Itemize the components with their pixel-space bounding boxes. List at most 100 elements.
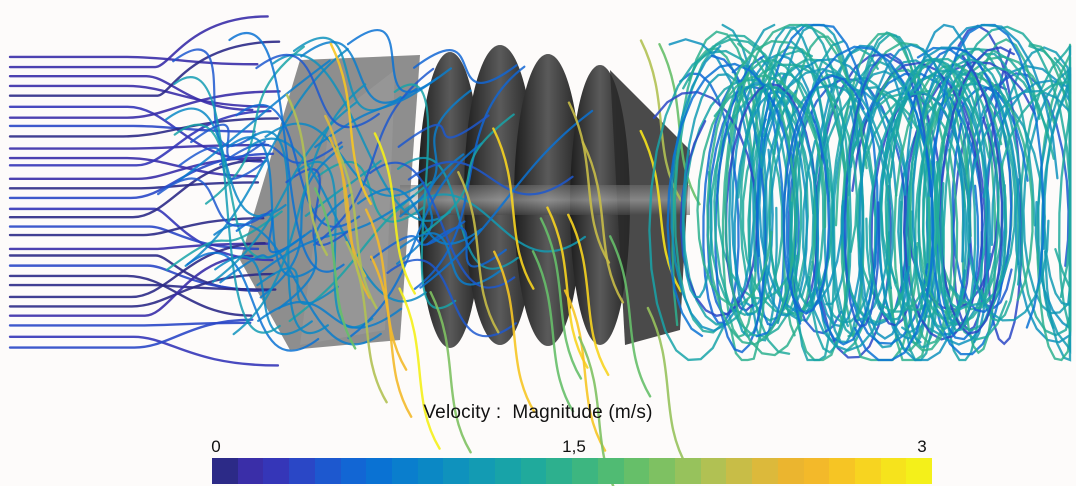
streamline	[397, 114, 490, 148]
colorbar-swatch	[546, 458, 573, 484]
colorbar-swatch	[649, 458, 675, 484]
streamline	[398, 287, 441, 450]
colorbar-swatch	[829, 458, 855, 484]
streamline	[889, 58, 977, 332]
streamline	[386, 258, 518, 338]
streamline	[393, 83, 457, 310]
streamline	[608, 235, 652, 398]
streamline	[790, 40, 845, 362]
colorbar-swatch	[906, 458, 933, 484]
colorbar-swatch	[520, 458, 547, 484]
colorbar-tick-max: 3	[917, 437, 927, 456]
streamlines	[8, 15, 1072, 486]
colorbar-swatch	[752, 458, 778, 484]
streamline	[8, 117, 279, 138]
streamline	[567, 101, 611, 264]
streamline	[493, 250, 536, 413]
streamline	[996, 80, 1072, 302]
colorbar-tick-mid: 1,5	[562, 437, 586, 456]
colorbar-swatch	[237, 458, 264, 484]
streamline	[724, 23, 868, 357]
streamline	[785, 45, 935, 362]
streamline	[232, 83, 367, 336]
streamline	[880, 57, 988, 311]
streamline	[8, 272, 275, 308]
streamline	[8, 109, 272, 167]
streamline	[177, 59, 331, 182]
streamline	[173, 123, 288, 259]
streamline	[8, 242, 266, 299]
streamline	[164, 107, 287, 218]
streamline	[917, 57, 1024, 331]
streamline	[679, 72, 740, 324]
colorbar-swatch	[366, 458, 393, 484]
streamline	[8, 84, 269, 108]
streamline	[682, 78, 815, 326]
streamline	[364, 208, 408, 371]
streamline	[8, 55, 259, 66]
streamline	[8, 15, 269, 69]
streamline	[346, 29, 439, 93]
streamline	[531, 250, 575, 413]
colorbar-swatch	[674, 458, 701, 484]
streamline	[369, 161, 516, 289]
streamline	[370, 220, 466, 261]
streamline	[277, 192, 353, 310]
colorbar-swatch	[880, 458, 907, 484]
colorbar-swatch	[854, 458, 881, 484]
streamline	[247, 137, 427, 303]
streamline	[396, 156, 519, 270]
velocity-colorbar	[212, 458, 933, 484]
streamline	[399, 89, 472, 218]
legend-title: Velocity : Magnitude (m/s)	[423, 402, 653, 423]
streamline	[752, 23, 852, 354]
colorbar-swatch	[417, 458, 444, 484]
streamline	[347, 142, 483, 340]
streamline	[903, 23, 989, 344]
streamline	[939, 46, 1015, 335]
streamline	[235, 104, 361, 228]
streamline	[8, 217, 265, 237]
streamline	[407, 160, 574, 196]
streamline	[457, 171, 500, 334]
streamline	[563, 289, 607, 452]
streamline	[247, 130, 329, 335]
colorbar-swatch	[597, 458, 624, 484]
colorbar-tick-min: 0	[211, 437, 221, 456]
colorbar-swatch	[700, 458, 727, 484]
streamline	[259, 145, 344, 299]
colorbar-swatch	[212, 458, 238, 484]
streamline	[8, 90, 281, 119]
streamline	[546, 206, 589, 369]
streamline	[8, 321, 252, 327]
streamline	[370, 255, 413, 418]
streamline	[373, 132, 417, 295]
streamline	[773, 23, 865, 344]
streamline	[782, 74, 865, 315]
streamline	[652, 90, 759, 318]
colorbar-swatch	[392, 458, 418, 484]
colorbar-swatch	[263, 458, 290, 484]
streamline	[313, 187, 357, 350]
streamline	[324, 114, 367, 278]
streamline	[937, 25, 1072, 341]
streamline	[412, 49, 518, 85]
streamline	[567, 213, 610, 377]
colorbar-swatch	[289, 458, 315, 484]
streamline	[228, 31, 345, 273]
streamline	[930, 23, 1045, 341]
streamline	[868, 91, 971, 322]
streamline	[713, 82, 834, 316]
streamline	[961, 38, 1041, 355]
colorbar-swatch	[494, 458, 521, 484]
streamline	[492, 127, 535, 290]
streamline	[743, 81, 809, 317]
streamline	[419, 109, 594, 289]
streamline	[831, 70, 935, 334]
colorbar-swatch	[469, 458, 495, 484]
streamline	[8, 335, 280, 367]
colorbar-swatch	[726, 458, 753, 484]
streamline	[933, 66, 1055, 332]
streamline	[285, 168, 348, 247]
